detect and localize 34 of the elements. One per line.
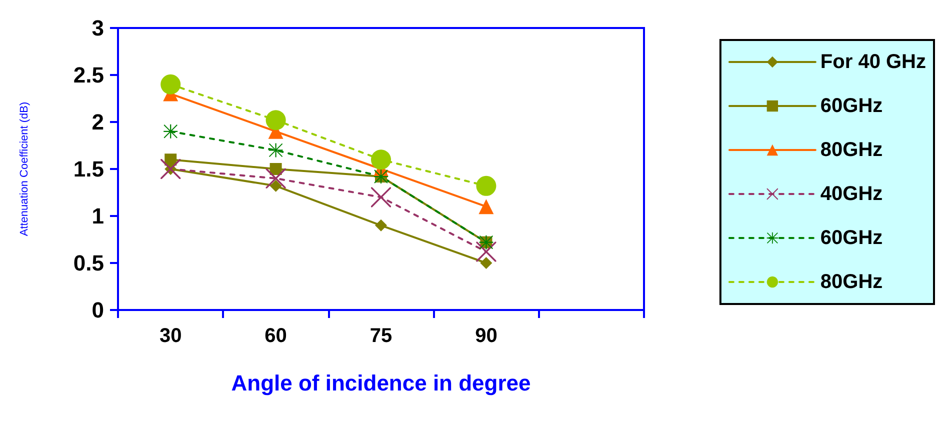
y-tick-label: 0 <box>92 298 104 322</box>
legend-label: 60GHz <box>820 227 883 249</box>
point <box>375 219 387 232</box>
x-tick-label: 30 <box>159 325 182 347</box>
point <box>268 143 283 158</box>
point <box>160 74 181 94</box>
x-axis-title: Angle of incidence in degree <box>231 370 531 396</box>
x-tick-label: 90 <box>475 325 498 347</box>
legend-label: 40GHz <box>820 183 883 205</box>
x-tick-label: 75 <box>370 325 392 347</box>
point <box>476 242 496 262</box>
point <box>270 163 282 175</box>
legend-label: For 40 GHz <box>820 51 926 73</box>
point <box>160 159 181 179</box>
legend-label: 80GHz <box>820 271 883 293</box>
legend-label: 60GHz <box>820 95 883 117</box>
y-tick-label: 1 <box>92 204 104 228</box>
point <box>371 187 391 208</box>
point <box>478 199 494 214</box>
point <box>164 154 177 166</box>
point <box>266 168 286 188</box>
x-tick-label: 60 <box>264 325 287 347</box>
y-axis-title: Attenuation Coefficient (dB) <box>18 102 30 236</box>
point <box>371 150 391 170</box>
y-tick-label: 0.5 <box>73 250 104 276</box>
y-tick-label: 2 <box>92 110 104 134</box>
point <box>476 176 496 196</box>
y-tick-label: 3 <box>92 16 104 40</box>
point <box>270 180 282 192</box>
y-tick-label: 2.5 <box>73 62 104 88</box>
y-tick-label: 1.5 <box>73 156 104 182</box>
legend-label: 80GHz <box>820 139 883 161</box>
point <box>266 110 286 130</box>
point <box>480 257 492 269</box>
